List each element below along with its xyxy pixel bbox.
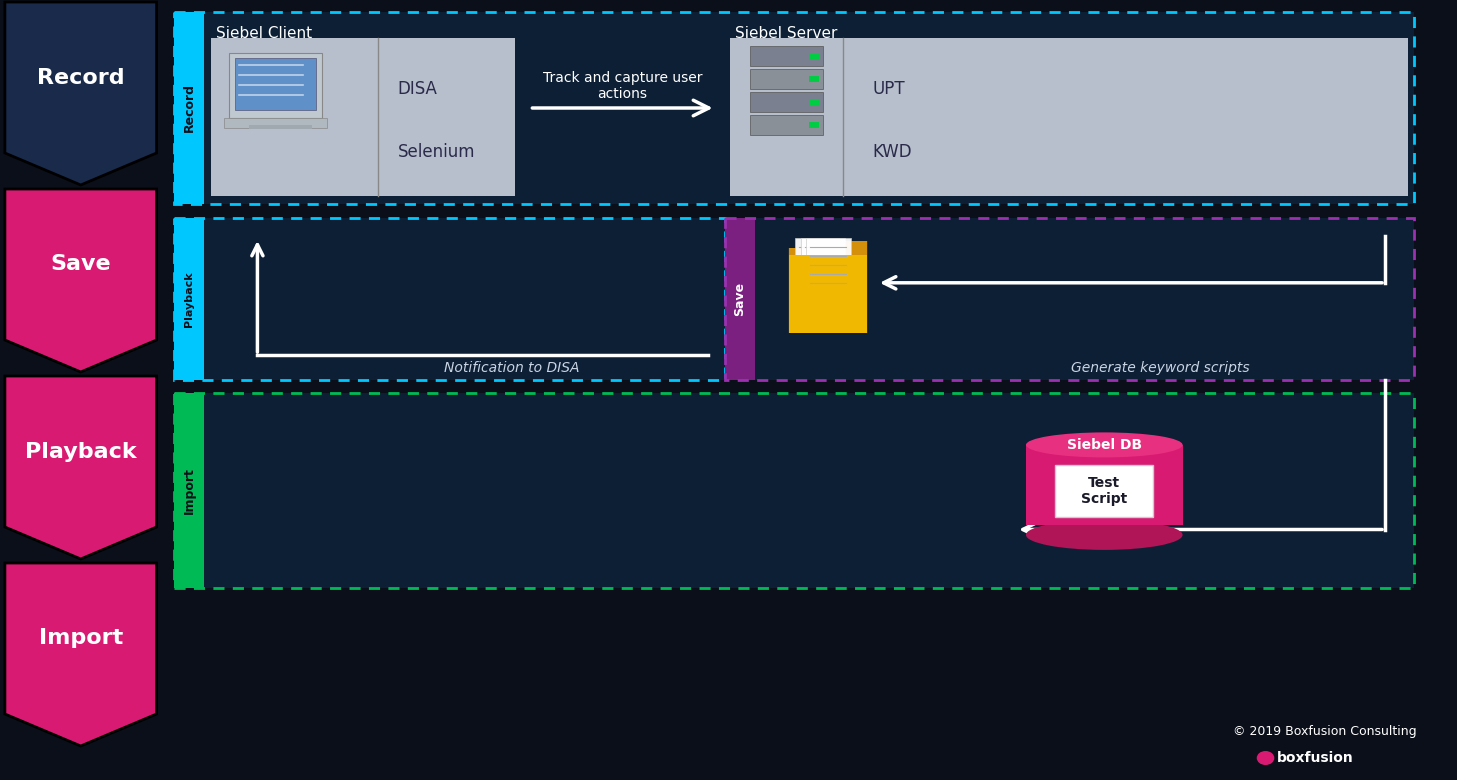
Text: Test
Script: Test Script [1081, 476, 1128, 506]
Text: © 2019 Boxfusion Consulting: © 2019 Boxfusion Consulting [1233, 725, 1416, 739]
Polygon shape [4, 376, 156, 559]
Ellipse shape [1026, 432, 1183, 457]
Bar [750, 69, 823, 89]
Ellipse shape [1026, 520, 1183, 550]
Text: Record: Record [182, 83, 195, 133]
Bar [175, 393, 204, 588]
Text: Track and capture user
actions: Track and capture user actions [543, 71, 702, 101]
Text: boxfusion: boxfusion [1278, 751, 1354, 765]
Bar [801, 238, 845, 308]
Text: Save: Save [51, 254, 111, 275]
Text: UPT: UPT [873, 80, 905, 98]
Text: KWD: KWD [873, 143, 912, 161]
Bar [175, 12, 204, 204]
Bar [175, 218, 726, 380]
Bar [175, 393, 1415, 588]
Text: Playback: Playback [25, 441, 137, 462]
Bar [750, 115, 823, 135]
Text: Siebel Server: Siebel Server [734, 26, 838, 41]
Bar [211, 38, 514, 196]
Bar [726, 218, 1415, 380]
Bar [788, 255, 867, 333]
Bar [224, 118, 326, 128]
Bar [235, 58, 316, 110]
Bar [229, 53, 322, 118]
Bar [175, 12, 1415, 204]
Bar [249, 125, 312, 129]
Bar [730, 38, 1409, 196]
Polygon shape [4, 189, 156, 372]
Bar [810, 76, 819, 82]
Bar [175, 393, 1415, 588]
Text: DISA: DISA [398, 80, 437, 98]
Bar [1026, 445, 1183, 525]
Bar [810, 99, 819, 105]
Bar [726, 218, 755, 380]
Text: Import: Import [39, 629, 122, 648]
Text: Save: Save [733, 282, 746, 316]
Polygon shape [788, 241, 867, 333]
Text: Playback: Playback [184, 271, 194, 327]
Text: Notification to DISA: Notification to DISA [444, 361, 580, 375]
Bar [175, 12, 1415, 204]
Bar [1055, 465, 1154, 517]
Polygon shape [4, 563, 156, 746]
Text: Import: Import [182, 467, 195, 514]
Bar [807, 238, 851, 308]
Bar [810, 122, 819, 128]
Text: Generate keyword scripts: Generate keyword scripts [1071, 361, 1250, 375]
Text: Siebel DB: Siebel DB [1067, 438, 1142, 452]
Text: Selenium: Selenium [398, 143, 475, 161]
Bar [810, 53, 819, 59]
Bar [750, 46, 823, 66]
Text: Siebel Client: Siebel Client [216, 26, 312, 41]
Bar [175, 218, 1415, 380]
Bar [175, 218, 204, 380]
Bar [750, 92, 823, 112]
Text: Record: Record [36, 68, 124, 87]
Bar [794, 238, 839, 308]
Ellipse shape [1257, 751, 1275, 765]
Polygon shape [4, 2, 156, 185]
